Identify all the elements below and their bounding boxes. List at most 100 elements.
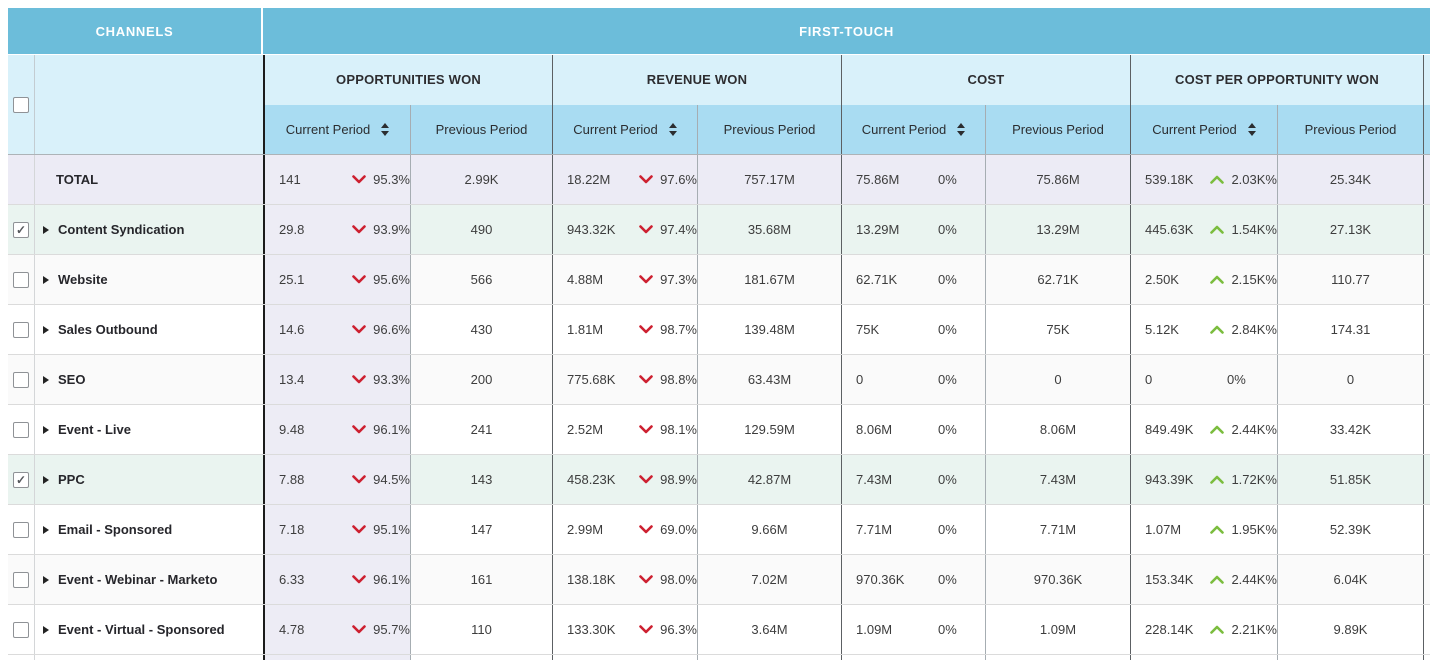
current-value: 1.09M: [856, 622, 893, 637]
row-checkbox[interactable]: [13, 321, 29, 338]
change-percent: 93.9%: [373, 222, 410, 237]
channel-row: Event - Virtual - Sponsored 4.78 95.7% 110 1…: [8, 605, 1430, 655]
sort-icon[interactable]: [381, 122, 390, 136]
trend-up-icon: [1210, 475, 1225, 484]
change-percent: 95.1%: [373, 522, 410, 537]
current-period-cell: 18.22M 97.6%: [552, 155, 697, 204]
sort-icon[interactable]: [668, 122, 677, 136]
change-percent: 95.6%: [373, 272, 410, 287]
current-period-cell: 445.63K 1.54K%: [1130, 205, 1277, 254]
sort-current-period[interactable]: Current Period: [552, 104, 697, 154]
trend-down-icon: [352, 275, 366, 284]
current-period-cell: 141 95.3%: [263, 155, 410, 204]
row-checkbox-cell: [8, 405, 34, 454]
current-period-cell: 7.18 95.1%: [263, 505, 410, 554]
current-period-cell: [263, 655, 410, 660]
trend-up-icon: [1210, 625, 1225, 634]
change-percent: 0%: [938, 322, 957, 337]
current-value: 5.12K: [1145, 322, 1179, 337]
current-value: 75K: [856, 322, 880, 337]
trend-down-icon: [352, 525, 366, 534]
channel-name: Sales Outbound: [58, 322, 158, 337]
previous-period-cell: 7.43M: [985, 455, 1130, 504]
row-checkbox[interactable]: ✓: [13, 221, 29, 238]
change-percent: 2.03K%: [1231, 172, 1277, 187]
current-value: 7.88: [279, 472, 305, 487]
group-label: OPPORTUNITIES WON: [263, 55, 552, 105]
row-checkbox[interactable]: [13, 521, 29, 538]
change-percent: 98.7%: [660, 322, 697, 337]
current-value: 445.63K: [1145, 222, 1194, 237]
previous-period-cell: 2.99K: [410, 155, 552, 204]
previous-period-cell: 62.71K: [985, 255, 1130, 304]
expand-icon[interactable]: [43, 375, 49, 384]
group-label: REVENUE WON: [552, 55, 841, 105]
expand-icon[interactable]: [43, 325, 49, 334]
row-checkbox[interactable]: [13, 371, 29, 388]
change-percent: 2.44K%: [1231, 422, 1277, 437]
trend-down-icon: [352, 225, 366, 234]
group-cost: COST Current Period Previous Period: [841, 55, 1130, 154]
sort-icon[interactable]: [1247, 122, 1256, 136]
previous-period-cell: 241: [410, 405, 552, 454]
change-percent: 0%: [938, 422, 957, 437]
current-period-cell: 2.99M 69.0%: [552, 505, 697, 554]
table-title-band: CHANNELS FIRST-TOUCH: [8, 8, 1430, 54]
previous-period-cell: 8.06M: [985, 405, 1130, 454]
sort-current-period[interactable]: Current Period: [841, 104, 985, 154]
current-value: 4.88M: [567, 272, 604, 287]
row-checkbox[interactable]: [13, 421, 29, 438]
trend-up-icon: [1210, 425, 1225, 434]
row-checkbox[interactable]: ✓: [13, 471, 29, 488]
row-checkbox[interactable]: [13, 621, 29, 638]
channel-name-cell: TOTAL: [34, 155, 263, 204]
trend-up-icon: [1210, 275, 1225, 284]
table-body: TOTAL 141 95.3% 2.99K 18.22M 97.6% 757.17M 75.8…: [8, 155, 1430, 660]
current-period-cell: 0 0%: [841, 355, 985, 404]
expand-icon[interactable]: [43, 525, 49, 534]
current-value: 943.39K: [1145, 472, 1194, 487]
previous-period-cell: 75K: [985, 305, 1130, 354]
previous-period-cell: 566: [410, 255, 552, 304]
channel-name-cell: SEO: [34, 355, 263, 404]
row-checkbox[interactable]: [13, 271, 29, 288]
change-percent: 1.54K%: [1231, 222, 1277, 237]
current-value: 2.99M: [567, 522, 604, 537]
expand-icon[interactable]: [43, 625, 49, 634]
trend-down-icon: [639, 625, 653, 634]
channel-name: TOTAL: [56, 172, 99, 187]
expand-icon[interactable]: [43, 225, 49, 234]
change-percent: 2.84K%: [1231, 322, 1277, 337]
column-header-row: OPPORTUNITIES WON Current Period Previou…: [8, 55, 1430, 155]
expand-icon[interactable]: [43, 275, 49, 284]
select-all-checkbox[interactable]: [13, 96, 29, 113]
previous-period-cell: 27.13K: [1277, 205, 1423, 254]
expand-icon[interactable]: [43, 575, 49, 584]
current-period-cell: 539.18K 2.03K%: [1130, 155, 1277, 204]
expand-icon[interactable]: [43, 475, 49, 484]
previous-period-cell: 1.09M: [985, 605, 1130, 654]
trend-down-icon: [352, 375, 366, 384]
previous-period-cell: 7.71M: [985, 505, 1130, 554]
previous-period-cell: 174.31: [1277, 305, 1423, 354]
row-checkbox[interactable]: [13, 571, 29, 588]
previous-period-header: Previous Period: [1277, 104, 1423, 154]
change-percent: 98.9%: [660, 472, 697, 487]
channel-name: Event - Webinar - Marketo: [58, 572, 218, 587]
select-all-cell: [8, 55, 34, 154]
channel-name: Website: [58, 272, 108, 287]
group-label: COST PER OPPORTUNITY WON: [1130, 55, 1423, 105]
sort-icon[interactable]: [957, 122, 966, 136]
group-opportunities-won: OPPORTUNITIES WON Current Period Previou…: [263, 55, 552, 154]
current-value: 6.33: [279, 572, 305, 587]
trend-down-icon: [639, 525, 653, 534]
sort-current-period[interactable]: Current Period: [1130, 104, 1277, 154]
current-period-cell: 970.36K 0%: [841, 555, 985, 604]
current-period-cell: [552, 655, 697, 660]
current-period-cell: 7.71M 0%: [841, 505, 985, 554]
sort-current-period[interactable]: Current Period: [263, 104, 410, 154]
current-value: 9.48: [279, 422, 305, 437]
row-checkbox-cell: [8, 555, 34, 604]
expand-icon[interactable]: [43, 425, 49, 434]
